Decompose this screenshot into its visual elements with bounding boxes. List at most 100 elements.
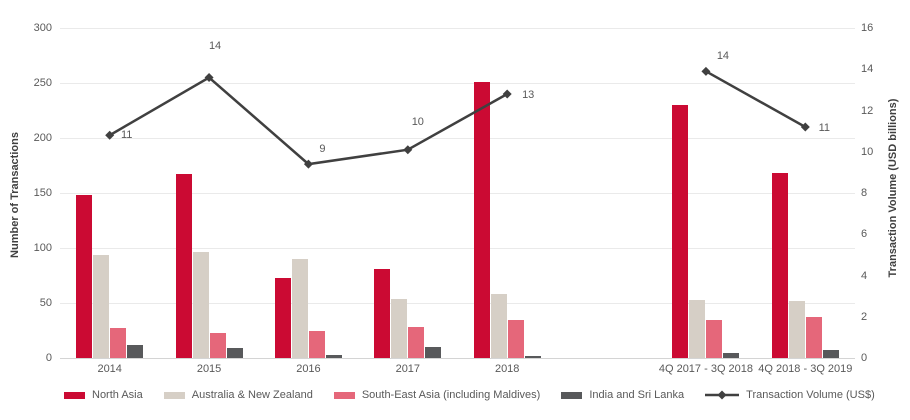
diamond-marker [403,145,413,155]
legend-item: South-East Asia (including Maldives) [333,389,541,401]
bar [175,174,192,358]
bar [325,354,342,358]
line-point-label: 10 [411,115,424,128]
legend-line-marker-icon [705,390,740,400]
bar-group [259,28,358,358]
legend-item: Transaction Volume (US$) [705,389,875,401]
bar-group [458,28,557,358]
bar [408,327,425,358]
right-axis-tick: 2 [861,310,868,323]
legend-label: South-East Asia (including Maldives) [361,389,541,401]
bar [706,319,723,358]
x-axis-label: 2017 [395,363,421,375]
diamond-marker [502,89,512,99]
x-axis-line [60,358,855,359]
left-axis-tick: 100 [33,242,52,254]
right-axis-tick: 14 [861,63,874,76]
left-axis-tick: 0 [45,352,52,364]
bar [93,254,110,358]
diamond-marker [701,66,711,76]
line-point-label: 13 [522,89,535,101]
x-axis-label: 2018 [494,363,520,375]
bar [723,352,740,358]
bar-group [756,28,855,358]
x-axis-label: 4Q 2018 - 3Q 2019 [758,363,853,375]
gridline [60,28,855,29]
bar [291,259,308,358]
bar-group [656,28,755,358]
bar [805,317,822,358]
legend-item: India and Sri Lanka [561,389,684,401]
bar [127,344,144,358]
legend-label: Transaction Volume (US$) [746,389,875,401]
legend-label: North Asia [92,389,143,401]
bar [672,105,689,358]
plot-area: 11 14 9 10 13 14 11 [60,28,855,359]
transaction-volume-line [105,66,810,169]
diamond-marker [303,159,313,169]
bar [209,332,226,358]
bar [192,252,209,358]
line-point-label: 14 [208,39,222,52]
bar [822,350,839,358]
gridline [60,193,855,194]
line-point-label: 11 [120,129,133,142]
right-axis-tick: 6 [861,228,868,241]
bar [308,330,325,358]
x-axis-label: 2015 [196,363,222,375]
diamond-marker [204,73,214,82]
legend-swatch-icon [333,391,355,399]
right-axis-title: Transaction Volume (USD billions) [887,98,899,278]
bar [76,195,93,358]
x-axis-label: 2016 [296,363,321,375]
legend-label: India and Sri Lanka [589,389,685,401]
left-axis-tick: 300 [33,22,52,34]
bar [110,328,127,358]
legend-swatch-icon [163,391,185,399]
bar [507,319,524,358]
line-point-label: 11 [818,122,831,134]
right-axis-tick: 4 [861,269,868,282]
x-axis-label: 4Q 2017 - 3Q 2018 [658,363,754,375]
bar [473,81,490,358]
left-axis-tick: 250 [33,77,52,89]
bar [490,294,507,358]
right-axis-tick: 8 [861,187,868,199]
legend-swatch-icon [561,391,583,399]
bar-group [159,28,258,358]
legend-label: Australia & New Zealand [191,389,313,401]
left-axis-tick: 50 [39,297,52,309]
legend-item: North Asia [64,389,143,401]
legend-item: Australia & New Zealand [163,389,313,401]
diamond-marker [800,122,810,132]
line-segment [109,75,508,166]
right-axis-tick: 0 [861,352,868,364]
bar [391,298,408,358]
right-axis-tick: 10 [861,145,874,158]
left-axis-tick: 150 [33,187,52,199]
bar [689,299,706,358]
right-axis-tick: 16 [861,22,874,34]
gridline [60,83,855,84]
bar [788,300,805,358]
legend: North Asia Australia & New Zealand South-E… [64,389,875,401]
line-point-label: 14 [716,50,730,63]
gridline [60,303,855,304]
bar-group [358,28,457,358]
bar [771,173,788,358]
gridline [60,248,855,249]
line-segment [705,70,806,129]
bar [425,347,442,358]
bar [226,348,243,358]
diamond-marker [105,130,115,140]
x-axis-label: 2014 [97,363,122,375]
right-axis-tick: 12 [861,104,874,117]
bar [524,355,541,358]
bar [374,268,391,358]
legend-swatch-icon [64,391,85,399]
gridline [60,138,855,139]
bar [274,277,291,358]
bar-group [60,28,159,358]
line-point-label: 9 [319,143,326,156]
